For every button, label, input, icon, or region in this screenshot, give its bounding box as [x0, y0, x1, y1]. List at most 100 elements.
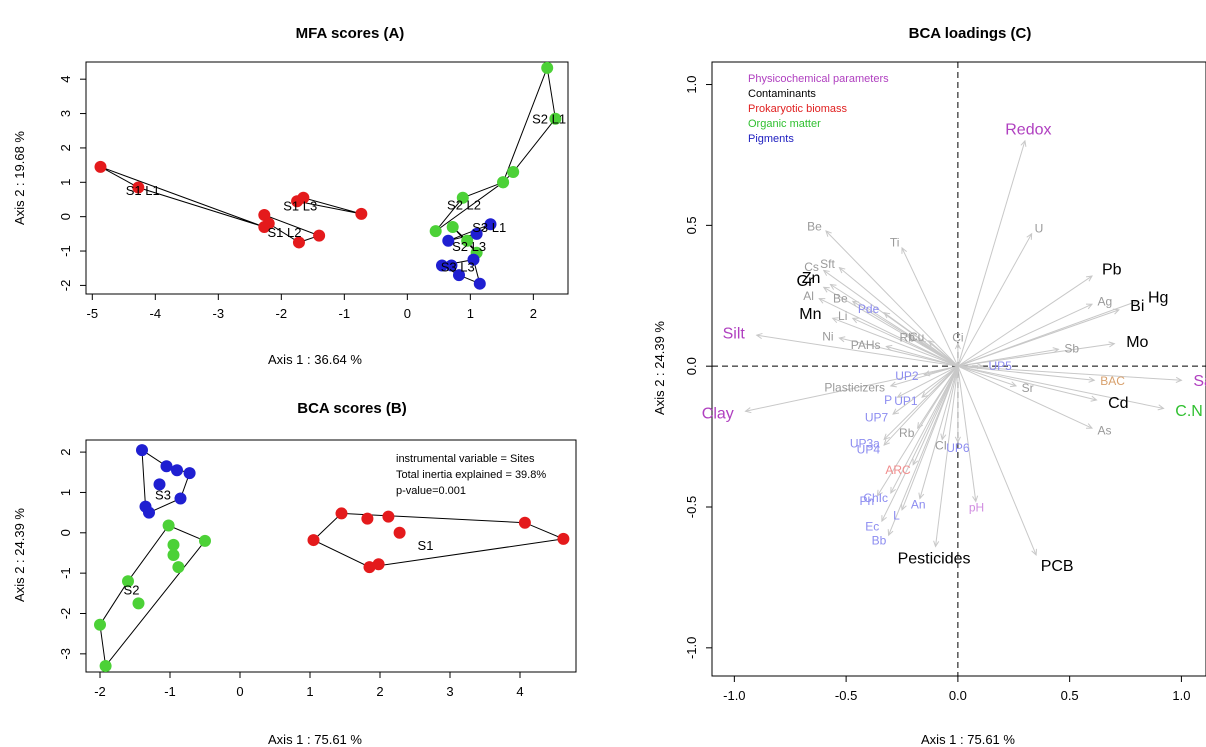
- panel-a-x-tick-label: -5: [87, 306, 99, 321]
- panel-b-x-tick-label: 2: [376, 684, 383, 699]
- loading-arrowhead: [927, 340, 935, 347]
- panel-a-y-tick-label: 0: [58, 213, 73, 220]
- loading-arrowhead: [912, 458, 919, 466]
- loading-label-ci: CI: [935, 438, 947, 452]
- loading-arrowhead: [885, 344, 893, 351]
- loading-arrow: [890, 365, 959, 494]
- panel-a-point-s1-l2: [292, 236, 305, 249]
- loading-label-redox: Redox: [1005, 121, 1051, 138]
- loading-arrowhead: [896, 392, 904, 398]
- loading-label-ph: Ph: [860, 494, 875, 508]
- loading-label-pcb: PCB: [1041, 558, 1074, 575]
- panel-a-plot-box: [85, 61, 569, 295]
- loading-arrowhead: [822, 269, 830, 276]
- panel-a-mfa-scores: MFA scores (A) -5 -4 -3 -2 -1 0 1 2 -2 -1 0 1 2 3 4 S1…: [12, 25, 569, 367]
- annotation-line-3: p-value=0.001: [396, 485, 466, 497]
- panel-b-title: BCA scores (B): [297, 400, 406, 417]
- loading-arrowhead: [1112, 308, 1120, 315]
- loading-arrowhead: [822, 286, 830, 293]
- loading-arrow: [921, 365, 959, 398]
- panel-c-xlabel: Axis 1 : 75.61 %: [921, 732, 1015, 747]
- panel-a-point-s1-l1: [132, 181, 145, 194]
- panel-a-x-tick-label: 0: [404, 306, 411, 321]
- panel-a-point-s1-l3: [355, 207, 368, 220]
- panel-b-point-s1: [361, 512, 374, 525]
- panel-b-x-tick-label: 3: [446, 684, 453, 699]
- panel-b-point-s2: [167, 548, 180, 561]
- panel-a-xlabel: Axis 1 : 36.64 %: [268, 352, 362, 367]
- panel-a-point-s3-l3: [452, 269, 465, 282]
- panel-b-point-s2: [94, 618, 106, 631]
- panel-b-bca-scores: BCA scores (B) -2 -1 0 1 2 3 4 -3 -2 -1 0 1 2 S1 S2 S3…: [12, 400, 577, 747]
- loading-label-rb: Rb: [899, 426, 915, 440]
- panel-b-group-label: S1: [418, 538, 434, 553]
- panel-a-point-s1-l3: [297, 191, 310, 204]
- annotation-line-2: Total inertia explained = 39.8%: [396, 469, 546, 481]
- panel-a-group-label: S1 L1: [126, 183, 160, 198]
- panel-a-x-tick-label: 2: [530, 306, 537, 321]
- panel-b-point-s2: [99, 659, 112, 672]
- loading-arrow: [957, 309, 1119, 367]
- panel-c-y-tick-label: 0.5: [684, 216, 699, 234]
- loading-arrowhead: [838, 266, 846, 274]
- loading-label-pb: Pb: [1102, 261, 1122, 278]
- panel-b-x-tick-label: 1: [306, 684, 313, 699]
- panel-b-y-tick-label: 0: [58, 529, 73, 536]
- loading-arrow: [819, 298, 959, 367]
- panel-b-point-s3: [160, 460, 173, 473]
- loading-arrowhead: [838, 336, 846, 343]
- panel-a-point-s3-l3: [435, 259, 448, 272]
- panel-b-x-tick-label: 4: [516, 684, 523, 699]
- loading-arrow: [957, 365, 1017, 387]
- panel-a-y-tick-label: 3: [58, 110, 73, 117]
- loading-arrowhead: [831, 317, 839, 324]
- loading-label-ti: Ti: [890, 235, 900, 249]
- loading-arrow: [888, 365, 959, 536]
- loading-label-be: Be: [807, 220, 822, 234]
- loading-label-chic: ChIc: [863, 491, 888, 505]
- legend-entry: Pigments: [748, 133, 794, 145]
- panel-c-y-tick-label: 1.0: [684, 75, 699, 93]
- panel-b-point-s3: [174, 492, 187, 505]
- loading-arrow: [957, 348, 1059, 367]
- panel-c-x-tick-label: -1.0: [723, 688, 745, 703]
- panel-b-point-s2: [172, 561, 185, 574]
- panel-a-ylabel: Axis 2 : 19.68 %: [12, 131, 27, 225]
- loading-label-bi: Bi: [1130, 298, 1144, 315]
- loading-label-up1: UP1: [894, 394, 918, 408]
- loading-label-cu: Cu: [909, 330, 924, 344]
- loading-arrowhead: [825, 230, 832, 237]
- loading-label-li: Li: [838, 309, 847, 323]
- panel-a-point-s2-l1: [541, 61, 554, 74]
- legend-entry: Physicochemical parameters: [748, 73, 889, 85]
- panel-a-hull-s1-l1: [100, 166, 265, 228]
- loading-label-p: P: [884, 393, 892, 407]
- loading-arrowhead: [940, 433, 947, 441]
- loading-label-cr: Cr: [797, 273, 815, 290]
- panel-a-point-s3-l1: [442, 234, 455, 247]
- legend-entry: Contaminants: [748, 88, 816, 100]
- panel-a-point-s2-l2: [497, 176, 510, 189]
- panel-a-y-tick-label: -1: [58, 245, 73, 257]
- panel-b-y-tick-label: -1: [58, 567, 73, 579]
- panel-c-y-tick-label: -1.0: [684, 637, 699, 659]
- panel-a-x-tick-label: -2: [276, 306, 288, 321]
- panel-b-point-s2: [132, 597, 145, 610]
- loading-arrowhead: [851, 300, 859, 307]
- loading-arrow: [957, 365, 1182, 381]
- panel-c-x-tick-label: -0.5: [835, 688, 857, 703]
- loading-arrow: [832, 317, 959, 367]
- loading-arrow: [883, 365, 959, 446]
- loading-label-an: An: [911, 497, 926, 511]
- loading-label-up4: UP4: [857, 442, 881, 456]
- panel-a-point-s2-l1: [507, 165, 520, 178]
- loading-arrow: [745, 365, 958, 412]
- loading-label-al: Al: [803, 289, 814, 303]
- panel-a-point-s3-l1: [470, 227, 483, 240]
- loading-arrow: [957, 365, 1037, 556]
- loading-arrow: [919, 366, 959, 499]
- panel-b-point-s1: [557, 532, 570, 545]
- loading-arrowhead: [1052, 347, 1060, 354]
- loading-arrowhead: [1026, 232, 1033, 240]
